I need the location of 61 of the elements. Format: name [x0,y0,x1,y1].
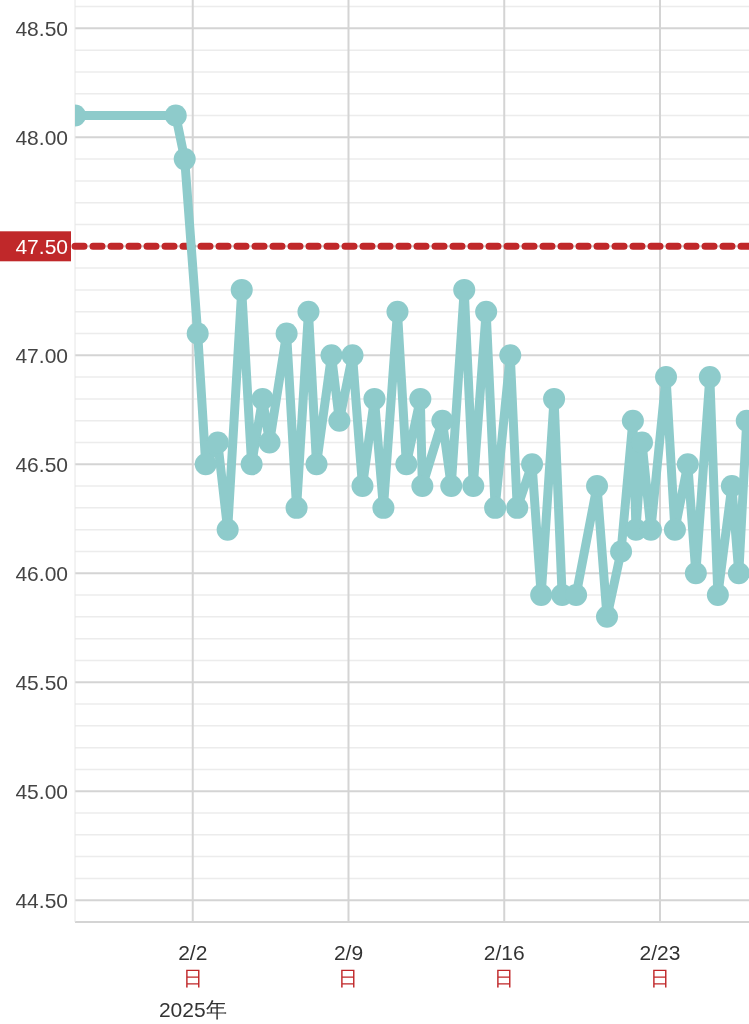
point [305,453,328,476]
point [499,344,522,367]
point [386,300,409,323]
point [475,300,498,323]
ref-line-label: 47.50 [15,235,68,259]
point [173,148,196,171]
point [543,387,566,410]
y-tick-label: 44.50 [15,889,68,913]
point [395,453,418,476]
x-tick-label: 2/9 日 [333,941,364,989]
y-tick-label: 45.00 [15,780,68,804]
x-tick-label: 2/23 日 [639,941,681,989]
point [320,344,343,367]
point [186,322,209,345]
point [363,387,386,410]
y-tick-label: 47.00 [15,344,68,368]
point [484,496,507,519]
point [164,104,187,127]
point [372,496,395,519]
point [676,453,699,476]
point [341,344,364,367]
y-tick-label: 46.00 [15,562,68,586]
point [258,431,281,454]
point [194,453,217,476]
point [285,496,308,519]
point [663,518,686,541]
point [251,387,274,410]
point [698,366,721,389]
point [506,496,529,519]
point [206,431,229,454]
point [706,584,729,607]
point [621,409,644,432]
point [586,475,609,498]
point [720,475,743,498]
point [431,409,454,432]
y-tick-label: 48.50 [15,17,68,41]
point [240,453,263,476]
text: 2025年 [158,998,227,1021]
point [411,475,434,498]
point [610,540,633,563]
point [453,278,476,301]
point [655,366,678,389]
point [521,453,544,476]
y-tick-label: 45.50 [15,671,68,695]
point [727,562,749,585]
point [328,409,351,432]
point [351,475,374,498]
point [684,562,707,585]
point [530,584,553,607]
point [409,387,432,410]
point [596,605,618,628]
point [230,278,253,301]
y-tick-label: 48.00 [15,126,68,150]
point [440,475,463,498]
point [275,322,298,345]
y-tick-label: 46.50 [15,453,68,477]
point [462,475,485,498]
x-tick-label: 2/16 日 [483,941,525,989]
x-tick-label: 2/2 日 [178,941,208,989]
point [297,300,320,323]
point [216,518,239,541]
